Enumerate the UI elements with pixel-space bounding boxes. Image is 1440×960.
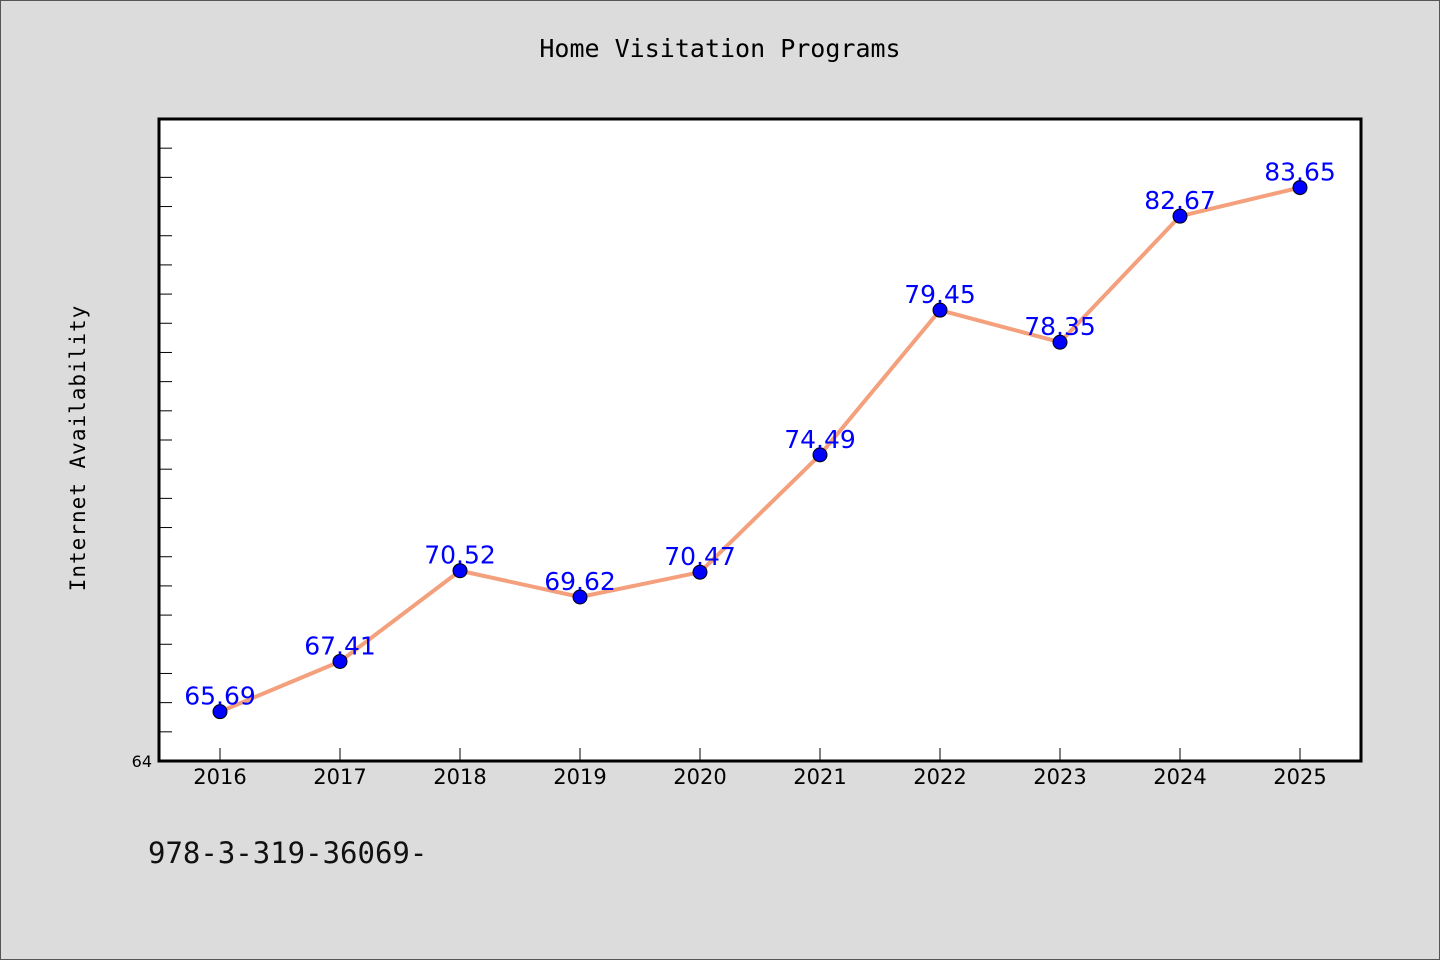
series-line — [218, 185, 1302, 714]
data-label: 70.52 — [424, 541, 496, 570]
data-label: 67.41 — [304, 631, 376, 660]
x-tick-label: 2019 — [553, 765, 606, 789]
x-tick-label: 2025 — [1273, 765, 1326, 789]
series-markers — [212, 180, 1308, 720]
data-point — [1292, 180, 1308, 196]
data-point — [932, 302, 948, 318]
x-axis-ticks — [219, 748, 1301, 761]
x-tick-label: 2022 — [913, 765, 966, 789]
x-tick-label: 2016 — [193, 765, 246, 789]
data-label: 78.35 — [1024, 312, 1096, 341]
data-label: 74.49 — [784, 425, 856, 454]
data-point — [212, 704, 228, 720]
x-tick-label: 2024 — [1153, 765, 1206, 789]
series-line-group — [218, 185, 1302, 714]
x-tick-label: 2017 — [313, 765, 366, 789]
data-labels: 65.69 67.41 70.52 69.62 70.47 74.49 79.45 78.35… — [184, 158, 1336, 711]
data-point — [452, 563, 468, 579]
data-label: 79.45 — [904, 280, 976, 309]
y-axis-ticks — [159, 147, 172, 733]
data-point — [572, 589, 588, 605]
x-axis-tick-labels: 2016 2017 2018 2019 2020 2021 2022 2023 2024 2025 — [193, 765, 1326, 789]
data-point — [1172, 208, 1188, 224]
data-point — [692, 564, 708, 580]
data-point — [332, 653, 348, 669]
footnote-text: 978-3-319-36069- — [148, 836, 428, 870]
x-tick-label: 2021 — [793, 765, 846, 789]
data-point — [812, 447, 828, 463]
data-label: 69.62 — [544, 567, 616, 596]
data-label: 70.47 — [664, 542, 736, 571]
data-point — [1052, 334, 1068, 350]
data-label: 83.65 — [1264, 158, 1336, 187]
data-label: 65.69 — [184, 682, 256, 711]
chart-title: Home Visitation Programs — [539, 34, 901, 63]
plot-area — [157, 117, 1363, 763]
x-tick-label: 2020 — [673, 765, 726, 789]
x-tick-label: 2018 — [433, 765, 486, 789]
data-label: 82.67 — [1144, 186, 1216, 215]
y-tick-label: 64 — [132, 752, 152, 771]
x-tick-label: 2023 — [1033, 765, 1086, 789]
